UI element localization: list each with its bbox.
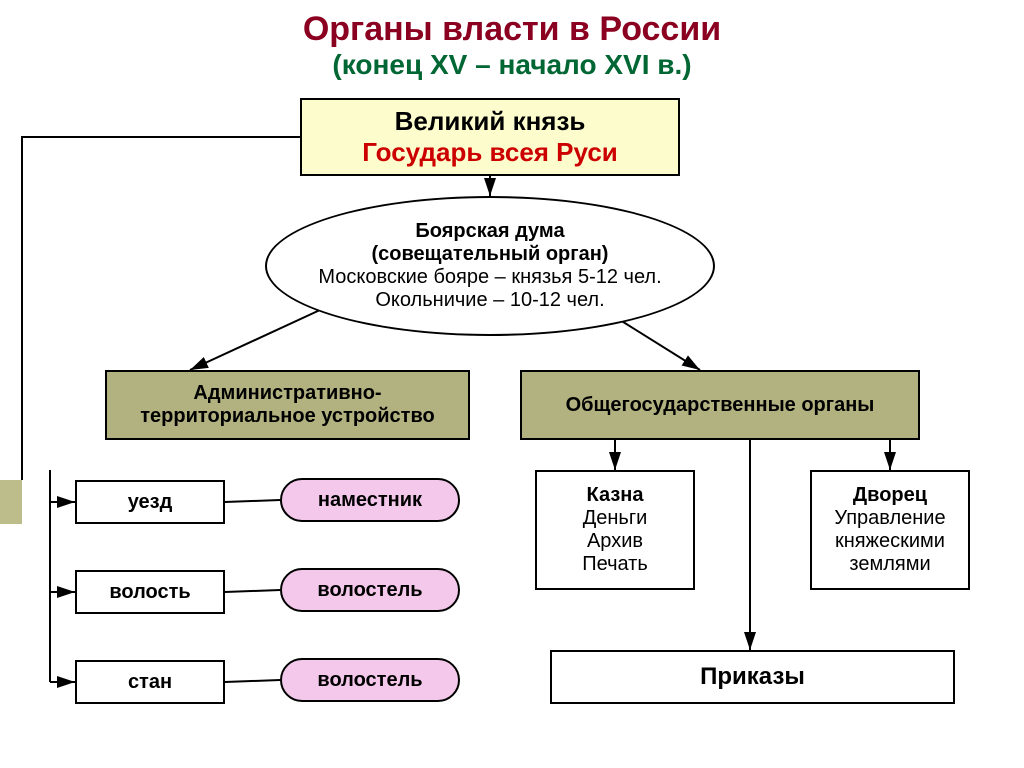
prikazy-box: Приказы [550,650,955,704]
volost-box: волость [75,570,225,614]
duma-line2: (совещательный орган) [372,243,609,266]
admin-territorial-box: Административно- территориальное устройс… [105,370,470,440]
left-stripe [0,480,22,524]
kazna-l1: Деньги [583,507,648,530]
kazna-title: Казна [587,484,644,507]
kazna-l2: Архив [587,530,643,553]
kazna-l3: Печать [582,553,648,576]
dvorets-box: Дворец Управление княжескими землями [810,470,970,590]
admin-line1: Административно- [193,382,381,405]
volostel-pill-1: волостель [280,568,460,612]
boyar-duma-ellipse: Боярская дума (совещательный орган) Моск… [265,196,715,336]
admin-line2: территориальное устройство [140,405,434,428]
state-text: Общегосударственные органы [566,394,875,417]
prince-line2: Государь всея Руси [362,137,618,168]
volostel1-text: волостель [317,579,422,602]
kazna-box: Казна Деньги Архив Печать [535,470,695,590]
grand-prince-box: Великий князь Государь всея Руси [300,98,680,176]
uyezd-box: уезд [75,480,225,524]
volost-text: волость [109,581,190,604]
dvorets-l2: княжескими [835,530,945,553]
title-main: Органы власти в России [0,10,1024,49]
namestnik-text: наместник [318,489,422,512]
volostel2-text: волостель [317,669,422,692]
dvorets-title: Дворец [853,484,927,507]
volostel-pill-2: волостель [280,658,460,702]
namestnik-pill: наместник [280,478,460,522]
duma-line1: Боярская дума [415,220,564,243]
duma-line4: Окольничие – 10-12 чел. [375,289,604,312]
stan-box: стан [75,660,225,704]
uyezd-text: уезд [128,491,173,514]
prikazy-text: Приказы [700,663,805,691]
diagram-title: Органы власти в России (конец XV – начал… [0,0,1024,81]
duma-line3: Московские бояре – князья 5-12 чел. [318,266,661,289]
dvorets-l1: Управление [834,507,945,530]
dvorets-l3: землями [849,553,930,576]
stan-text: стан [128,671,172,694]
state-organs-box: Общегосударственные органы [520,370,920,440]
prince-line1: Великий князь [395,106,586,137]
title-sub: (конец XV – начало XVI в.) [0,49,1024,81]
